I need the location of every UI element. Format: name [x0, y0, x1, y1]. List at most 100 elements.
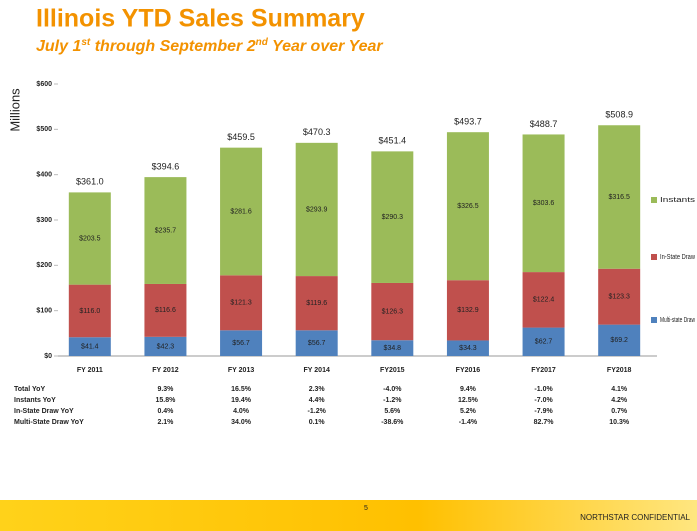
bar-segment	[522, 134, 565, 273]
bar-segment	[598, 125, 641, 269]
cell: 34.0%	[231, 419, 252, 426]
cell: 82.7%	[534, 419, 555, 426]
value-label: $34.8	[384, 345, 402, 352]
total-label: $394.6	[152, 161, 180, 171]
cell: -4.0%	[383, 386, 402, 393]
total-label: $459.5	[227, 132, 255, 142]
cell: 10.3%	[609, 419, 630, 426]
cell: -7.0%	[534, 397, 553, 404]
value-label: $119.6	[306, 300, 327, 307]
value-label: $126.3	[382, 308, 404, 315]
bar-segment	[144, 177, 187, 284]
bar-segment	[446, 132, 489, 281]
y-tick-label: $500	[36, 126, 52, 133]
subtitle-part: July 1	[36, 38, 81, 55]
cell: 4.2%	[611, 397, 628, 404]
y-tick-label: $200	[36, 262, 52, 269]
x-tick-label: FY2015	[380, 367, 405, 374]
cell: -7.9%	[534, 408, 553, 415]
cell: 12.5%	[458, 397, 479, 404]
row-label: Total YoY	[14, 386, 45, 393]
value-label: $235.7	[155, 227, 177, 234]
value-label: $303.6	[533, 200, 555, 207]
bar-segment	[598, 324, 641, 356]
value-label: $116.0	[79, 308, 100, 315]
total-label: $508.9	[605, 110, 633, 120]
cell: 5.2%	[460, 408, 477, 415]
bar-segment	[522, 272, 565, 328]
value-label: $34.3	[459, 345, 477, 352]
y-tick-label: $400	[36, 172, 52, 179]
bar-segment	[295, 142, 338, 277]
total-label: $451.4	[379, 136, 407, 146]
value-label: $116.6	[155, 307, 176, 314]
value-label: $56.7	[232, 340, 250, 347]
subtitle-part: st	[81, 37, 91, 48]
cell: -1.4%	[459, 419, 478, 426]
value-label: $293.9	[306, 206, 328, 213]
bar-segment	[371, 151, 414, 283]
value-label: $123.3	[608, 294, 630, 301]
x-tick-label: FY 2012	[152, 367, 178, 374]
cell: 5.6%	[384, 408, 401, 415]
bar-segment	[220, 330, 263, 356]
cell: 2.1%	[157, 419, 174, 426]
value-label: $56.7	[308, 340, 326, 347]
bar-segment	[220, 147, 263, 276]
total-label: $493.7	[454, 117, 482, 127]
legend-swatch	[651, 317, 657, 323]
x-tick-label: FY 2013	[228, 367, 254, 374]
legend-swatch	[651, 254, 657, 260]
confidential: NORTHSTAR CONFIDENTIAL	[580, 513, 690, 522]
bar-segment	[371, 340, 414, 356]
cell: 9.4%	[460, 386, 477, 393]
y-tick-label: $100	[36, 308, 52, 315]
row-label: In-State Draw YoY	[14, 408, 74, 415]
subtitle-part: nd	[256, 37, 269, 48]
x-tick-label: FY2017	[531, 367, 556, 374]
bar-segment	[144, 283, 187, 337]
value-label: $203.5	[79, 235, 101, 242]
value-label: $122.4	[533, 297, 555, 304]
legend-label: Multi-state Draw	[660, 317, 696, 324]
value-label: $290.3	[382, 214, 404, 221]
bar-segment	[446, 340, 489, 356]
value-label: $326.5	[457, 203, 479, 210]
cell: 19.4%	[231, 397, 252, 404]
subtitle-part: Year over Year	[268, 38, 384, 55]
legend-label: In-State Draw	[660, 254, 696, 261]
x-tick-label: FY 2014	[304, 367, 330, 374]
subtitle: July 1st through September 2nd Year over…	[36, 37, 383, 56]
x-tick-label: FY2018	[607, 367, 632, 374]
cell: 4.0%	[233, 408, 250, 415]
row-label: Multi-State Draw YoY	[14, 419, 84, 426]
total-label: $361.0	[76, 177, 104, 187]
bar-segment	[68, 337, 111, 356]
value-label: $132.9	[457, 307, 479, 314]
cell: 4.4%	[309, 397, 326, 404]
bar-segment	[144, 336, 187, 356]
footer-bar	[0, 500, 697, 531]
value-label: $316.5	[608, 194, 630, 201]
bar-segment	[446, 280, 489, 341]
value-label: $69.2	[610, 337, 628, 344]
chart-title: Illinois YTD Sales Summary	[36, 5, 365, 33]
subtitle-part: through September 2	[90, 38, 255, 55]
value-label: $41.4	[81, 343, 99, 350]
cell: 4.1%	[611, 386, 628, 393]
total-label: $488.7	[530, 119, 558, 129]
value-label: $42.3	[157, 343, 175, 350]
cell: 0.1%	[309, 419, 326, 426]
cell: 0.7%	[611, 408, 628, 415]
x-tick-label: FY 2011	[77, 367, 103, 374]
bar-segment	[295, 276, 338, 331]
legend-swatch	[651, 197, 657, 203]
bar-segment	[220, 275, 263, 331]
y-tick-label: $600	[36, 81, 52, 88]
bar-segment	[371, 282, 414, 341]
value-label: $121.3	[230, 300, 252, 307]
bar-segment	[295, 330, 338, 356]
cell: 9.3%	[157, 386, 174, 393]
bar-segment	[598, 268, 641, 325]
